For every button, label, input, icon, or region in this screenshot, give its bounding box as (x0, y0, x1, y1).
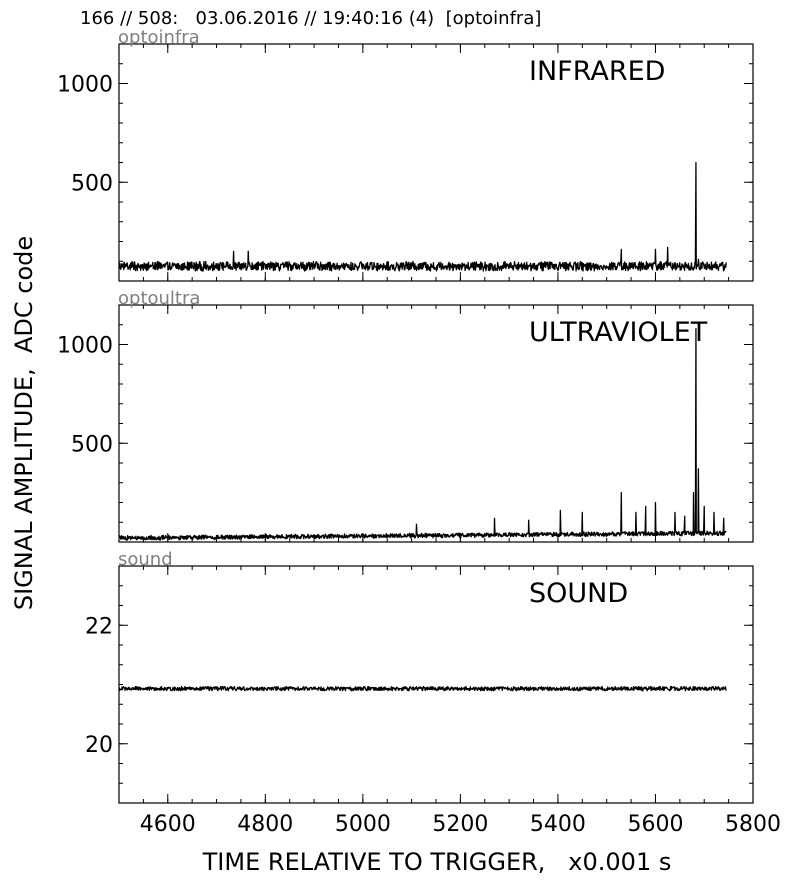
panel-title: ULTRAVIOLET (529, 317, 708, 348)
panel-infrared: 500 1000 INFRARED (57, 43, 754, 282)
signal-trace (118, 161, 727, 272)
figure-title: 166 // 508: 03.06.2016 // 19:40:16 (4) [… (80, 8, 542, 29)
plot-frame (118, 304, 754, 543)
y-tick-label: 500 (71, 432, 113, 457)
y-tick-label: 1000 (57, 73, 113, 98)
panel-tag-ultraviolet: optoultra (118, 288, 201, 309)
plot-frame (118, 565, 754, 804)
x-tick-label: 5600 (627, 812, 683, 837)
y-tick-label: 22 (85, 614, 113, 639)
x-tick-label: 5000 (335, 812, 391, 837)
panel-ultraviolet: 500 1000 ULTRAVIOLET (57, 304, 754, 543)
x-tick-label: 5800 (725, 812, 781, 837)
x-tick-label: 5200 (432, 812, 488, 837)
y-tick-label: 500 (71, 171, 113, 196)
y-axis-label: SIGNAL AMPLITUDE, ADC code (10, 235, 38, 611)
panel-title: SOUND (529, 578, 628, 609)
plot-frame (118, 43, 754, 282)
x-axis-label: TIME RELATIVE TO TRIGGER, x0.001 s (202, 848, 672, 876)
signal-trace (118, 685, 727, 692)
y-tick-label: 20 (85, 733, 113, 758)
panel-title: INFRARED (529, 56, 665, 87)
y-tick-label: 1000 (57, 334, 113, 359)
x-tick-label: 4800 (237, 812, 293, 837)
panel-sound: 20 22 4600 4800 5000 5200 5400 5600 5800 SOUND (85, 565, 781, 837)
signal-trace (118, 328, 727, 541)
panel-tag-infrared: optoinfra (118, 27, 200, 48)
x-tick-label: 5400 (530, 812, 586, 837)
panel-tag-sound: sound (118, 549, 173, 570)
x-tick-label: 4600 (140, 812, 196, 837)
